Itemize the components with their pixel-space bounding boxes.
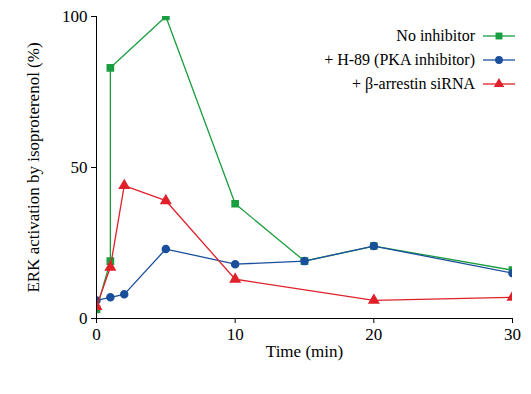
html-text:+ H-89 (PKA inhibitor): + H-89 (PKA inhibitor): [324, 51, 475, 68]
html-text:+ β-arrestin siRNA: + β-arrestin siRNA: [352, 75, 475, 92]
svg-text:Time (min): Time (min): [266, 342, 343, 361]
svg-text:ERK activation by isoprotereno: ERK activation by isoproterenol (%): [24, 42, 43, 292]
svg-text:10: 10: [227, 325, 244, 344]
html-text:No inhibitor: No inhibitor: [396, 27, 475, 44]
svg-text:50: 50: [71, 158, 88, 177]
svg-text:20: 20: [365, 325, 382, 344]
svg-text:100: 100: [62, 7, 88, 26]
svg-text:0: 0: [92, 325, 101, 344]
svg-text:30: 30: [504, 325, 521, 344]
svg-text:0: 0: [79, 309, 88, 328]
